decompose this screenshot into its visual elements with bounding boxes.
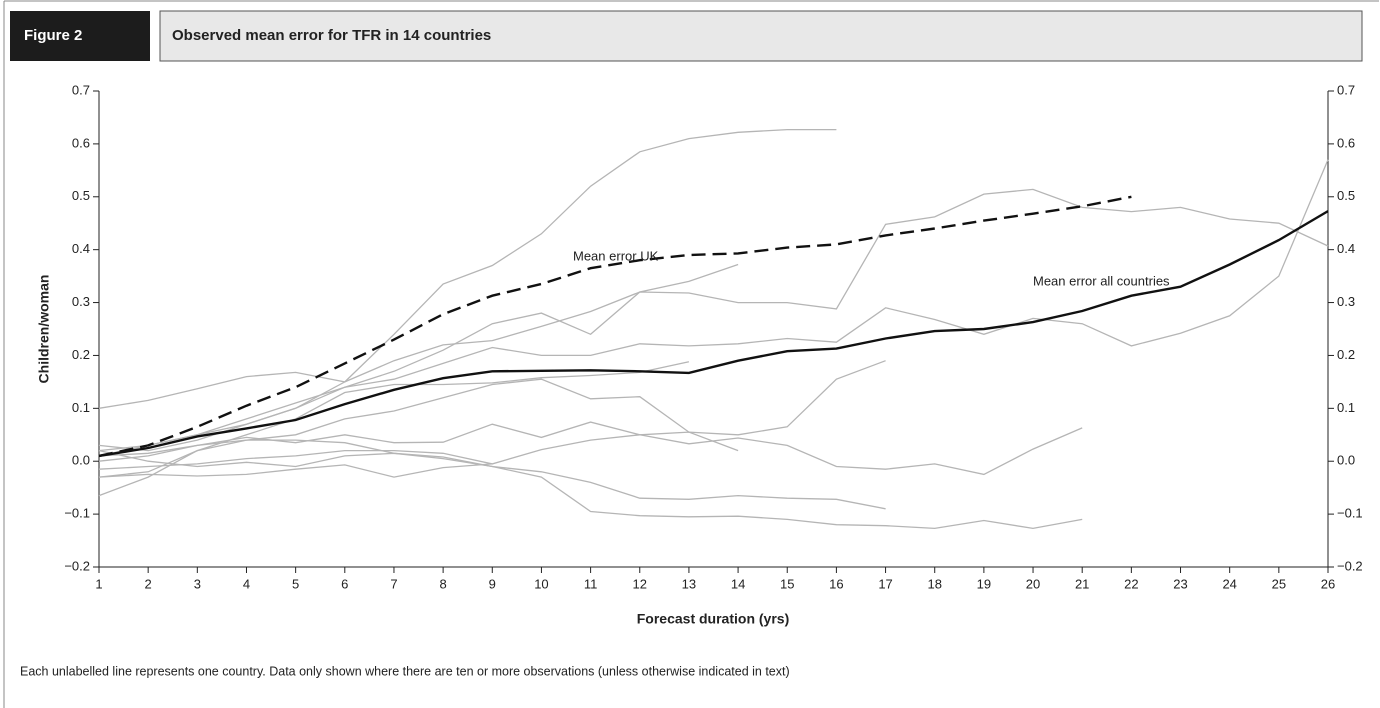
figure-label-box (10, 11, 150, 61)
mean-line (98, 210, 1329, 458)
y-tick-label: 0.3 (72, 294, 90, 309)
x-tick-label: 15 (780, 576, 794, 591)
title-box (159, 10, 1363, 62)
y2-tick-label: 0.0 (1337, 453, 1355, 468)
country-line (98, 463, 493, 478)
x-tick-label: 1 (95, 576, 102, 591)
x-tick-label: 17 (878, 576, 892, 591)
country-line (98, 128, 837, 452)
country-line (98, 263, 739, 452)
x-tick-label: 4 (243, 576, 250, 591)
y-tick-label: 0.5 (72, 188, 90, 203)
x-tick-label: 14 (731, 576, 745, 591)
country-line (98, 421, 1083, 476)
y2-tick-label: 0.6 (1337, 135, 1355, 150)
mean-line (98, 195, 1132, 458)
y-tick-label: −0.1 (64, 506, 90, 521)
x-tick-label: 10 (534, 576, 548, 591)
x-tick-label: 9 (489, 576, 496, 591)
series-label: Mean error UK (573, 248, 659, 263)
figure-label: Figure 2 (24, 27, 82, 44)
y2-tick-label: −0.2 (1337, 558, 1363, 573)
x-tick-label: 19 (977, 576, 991, 591)
y-tick-label: 0.6 (72, 135, 90, 150)
x-tick-label: 13 (682, 576, 696, 591)
country-line (98, 159, 1329, 457)
chart-title: Observed mean error for TFR in 14 countr… (172, 27, 491, 44)
y-tick-label: −0.2 (64, 558, 90, 573)
x-tick-label: 5 (292, 576, 299, 591)
footnote: Each unlabelled line represents one coun… (20, 664, 790, 678)
y2-tick-label: 0.7 (1337, 82, 1355, 97)
x-tick-label: 23 (1173, 576, 1187, 591)
y2-tick-label: 0.3 (1337, 294, 1355, 309)
x-tick-label: 11 (584, 576, 598, 591)
country-line (98, 378, 739, 462)
x-tick-label: 25 (1272, 576, 1286, 591)
y2-tick-label: 0.2 (1337, 347, 1355, 362)
x-tick-label: 2 (145, 576, 152, 591)
x-tick-label: 12 (633, 576, 647, 591)
x-tick-label: 8 (440, 576, 447, 591)
y2-tick-label: 0.1 (1337, 400, 1355, 415)
country-line (98, 449, 886, 510)
x-tick-label: 24 (1222, 576, 1236, 591)
y-axis-label: Children/woman (36, 275, 52, 384)
y-tick-label: 0.2 (72, 347, 90, 362)
y-tick-label: 0.4 (72, 241, 90, 256)
y2-tick-label: −0.1 (1337, 506, 1363, 521)
x-tick-label: 18 (927, 576, 941, 591)
x-tick-label: 20 (1026, 576, 1040, 591)
y2-tick-label: 0.4 (1337, 241, 1355, 256)
x-axis-label: Forecast duration (yrs) (637, 611, 789, 627)
country-line (98, 360, 886, 470)
series-label: Mean error all countries (1033, 273, 1170, 288)
y2-tick-label: 0.5 (1337, 188, 1355, 203)
x-tick-label: 22 (1124, 576, 1138, 591)
y-tick-label: 0.1 (72, 400, 90, 415)
x-tick-label: 16 (829, 576, 843, 591)
x-tick-label: 21 (1075, 576, 1089, 591)
x-tick-label: 26 (1321, 576, 1335, 591)
y-tick-label: 0.7 (72, 82, 90, 97)
country-line (98, 188, 1329, 409)
x-tick-label: 7 (390, 576, 397, 591)
x-tick-label: 3 (194, 576, 201, 591)
x-tick-label: 6 (341, 576, 348, 591)
y-tick-label: 0.0 (72, 453, 90, 468)
country-line (98, 439, 1083, 530)
